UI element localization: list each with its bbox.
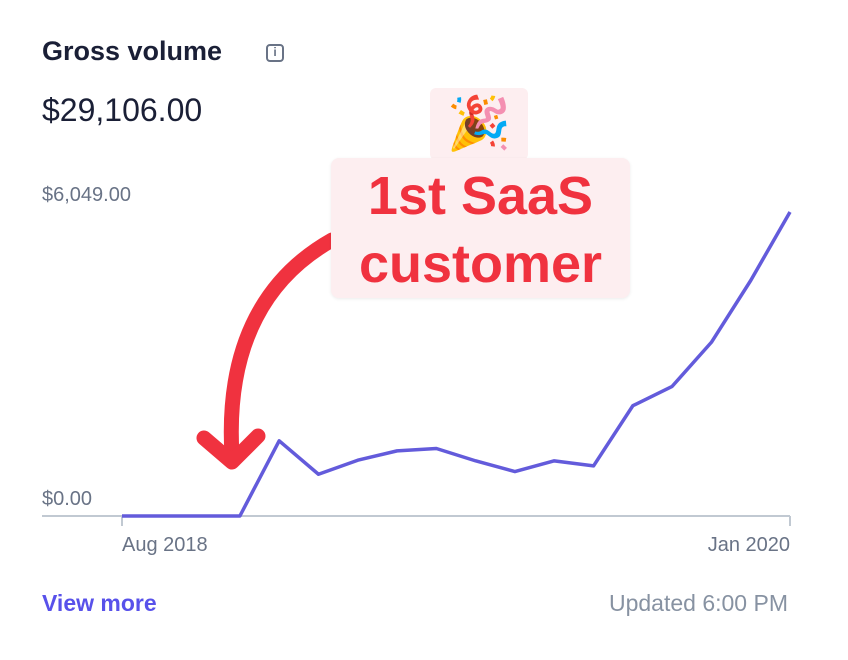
- annotation-line-2: customer: [358, 234, 603, 294]
- y-tick-zero: $0.00: [42, 488, 93, 510]
- arrow-head-icon: [196, 428, 266, 470]
- annotation-line-1: 1st SaaS: [367, 166, 594, 226]
- arrow-icon: [223, 232, 340, 463]
- y-tick-max: $6,049.00: [42, 184, 131, 206]
- page-title: Gross volume: [42, 36, 223, 66]
- series-line: [122, 211, 792, 518]
- view-more-link[interactable]: View more: [42, 590, 157, 616]
- info-icon[interactable]: i: [266, 44, 284, 62]
- gross-volume-total: $29,106.00: [42, 92, 203, 128]
- party-popper-icon: 🎉: [430, 88, 528, 160]
- x-tick-start: Aug 2018: [122, 534, 208, 556]
- annotation-callout: 1st SaaS customer: [331, 158, 630, 298]
- x-tick-end: Jan 2020: [707, 534, 790, 556]
- updated-timestamp: Updated 6:00 PM: [608, 590, 788, 616]
